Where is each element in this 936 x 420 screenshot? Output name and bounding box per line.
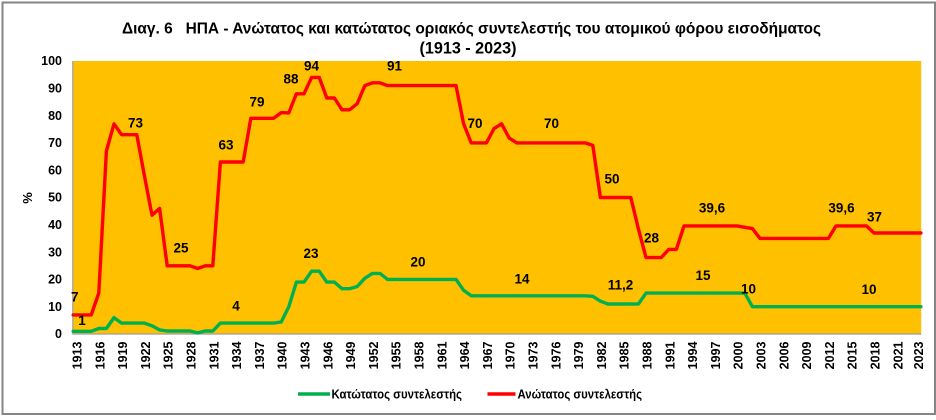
svg-text:10: 10 <box>861 282 876 297</box>
svg-text:88: 88 <box>283 72 299 87</box>
svg-text:10: 10 <box>741 282 756 297</box>
svg-text:80: 80 <box>48 109 62 123</box>
svg-text:1946: 1946 <box>321 341 335 369</box>
svg-text:Ανώτατος συντελεστής: Ανώτατος συντελεστής <box>518 387 643 402</box>
svg-text:1919: 1919 <box>116 341 130 369</box>
svg-text:1: 1 <box>78 313 86 328</box>
svg-text:63: 63 <box>218 138 234 153</box>
svg-text:15: 15 <box>695 268 711 283</box>
svg-text:1928: 1928 <box>185 341 199 369</box>
svg-text:1922: 1922 <box>139 341 153 369</box>
svg-text:20: 20 <box>48 273 62 287</box>
svg-text:1979: 1979 <box>572 341 586 369</box>
svg-text:1958: 1958 <box>413 341 427 369</box>
svg-text:23: 23 <box>303 246 319 261</box>
svg-text:1991: 1991 <box>663 341 677 369</box>
svg-text:20: 20 <box>410 255 425 270</box>
svg-text:1955: 1955 <box>390 341 404 369</box>
svg-text:11,2: 11,2 <box>608 278 634 293</box>
svg-text:2012: 2012 <box>823 341 837 369</box>
svg-text:1967: 1967 <box>481 341 495 369</box>
svg-text:30: 30 <box>48 245 62 259</box>
svg-text:79: 79 <box>249 95 264 110</box>
svg-text:1916: 1916 <box>93 341 107 369</box>
svg-text:25: 25 <box>173 241 189 256</box>
svg-text:7: 7 <box>71 290 79 305</box>
svg-text:10: 10 <box>48 300 62 314</box>
svg-text:1925: 1925 <box>162 341 176 369</box>
svg-text:1937: 1937 <box>253 341 267 369</box>
svg-text:2023: 2023 <box>912 341 926 369</box>
svg-text:1940: 1940 <box>276 341 290 369</box>
svg-text:1943: 1943 <box>299 341 313 369</box>
svg-text:1997: 1997 <box>709 341 723 369</box>
svg-text:37: 37 <box>867 210 882 225</box>
svg-text:70: 70 <box>48 136 62 150</box>
svg-text:2009: 2009 <box>800 341 814 369</box>
svg-text:1982: 1982 <box>595 341 609 369</box>
svg-text:2003: 2003 <box>755 341 769 369</box>
svg-text:1976: 1976 <box>549 341 563 369</box>
svg-text:1970: 1970 <box>504 341 518 369</box>
svg-text:1973: 1973 <box>527 341 541 369</box>
svg-text:70: 70 <box>467 116 482 131</box>
svg-text:(1913 - 2023): (1913 - 2023) <box>420 40 517 58</box>
svg-text:1949: 1949 <box>344 341 358 369</box>
svg-text:2021: 2021 <box>891 341 905 369</box>
svg-text:1952: 1952 <box>367 341 381 369</box>
svg-text:2015: 2015 <box>846 341 860 369</box>
svg-text:39,6: 39,6 <box>828 201 855 216</box>
svg-text:50: 50 <box>48 191 62 205</box>
svg-text:28: 28 <box>644 231 660 246</box>
svg-text:2000: 2000 <box>732 341 746 369</box>
svg-text:91: 91 <box>387 59 403 74</box>
svg-text:1913: 1913 <box>71 341 85 369</box>
svg-text:39,6: 39,6 <box>699 201 726 216</box>
svg-text:60: 60 <box>48 163 62 177</box>
svg-text:1985: 1985 <box>618 341 632 369</box>
svg-text:Κατώτατος συντελεστής: Κατώτατος συντελεστής <box>332 387 463 402</box>
svg-text:1931: 1931 <box>207 341 221 369</box>
svg-text:90: 90 <box>48 82 62 96</box>
svg-text:1994: 1994 <box>686 341 700 369</box>
svg-text:1934: 1934 <box>230 341 244 369</box>
svg-text:%: % <box>20 192 35 204</box>
svg-text:4: 4 <box>232 299 240 314</box>
svg-text:2006: 2006 <box>777 341 791 369</box>
svg-text:1961: 1961 <box>435 341 449 369</box>
svg-text:1964: 1964 <box>458 341 472 369</box>
svg-text:70: 70 <box>544 116 559 131</box>
svg-text:50: 50 <box>604 172 619 187</box>
svg-text:Διαγ. 6 ΗΠΑ - Ανώτατος και κ: Διαγ. 6 ΗΠΑ - Ανώτατος και κατώτατος ορι… <box>122 21 821 38</box>
svg-text:40: 40 <box>48 218 62 232</box>
svg-text:2018: 2018 <box>869 341 883 369</box>
svg-text:0: 0 <box>55 327 62 341</box>
svg-text:73: 73 <box>128 116 144 131</box>
svg-text:14: 14 <box>514 272 530 287</box>
svg-text:94: 94 <box>304 59 320 74</box>
svg-text:1988: 1988 <box>641 341 655 369</box>
svg-text:100: 100 <box>41 54 62 68</box>
